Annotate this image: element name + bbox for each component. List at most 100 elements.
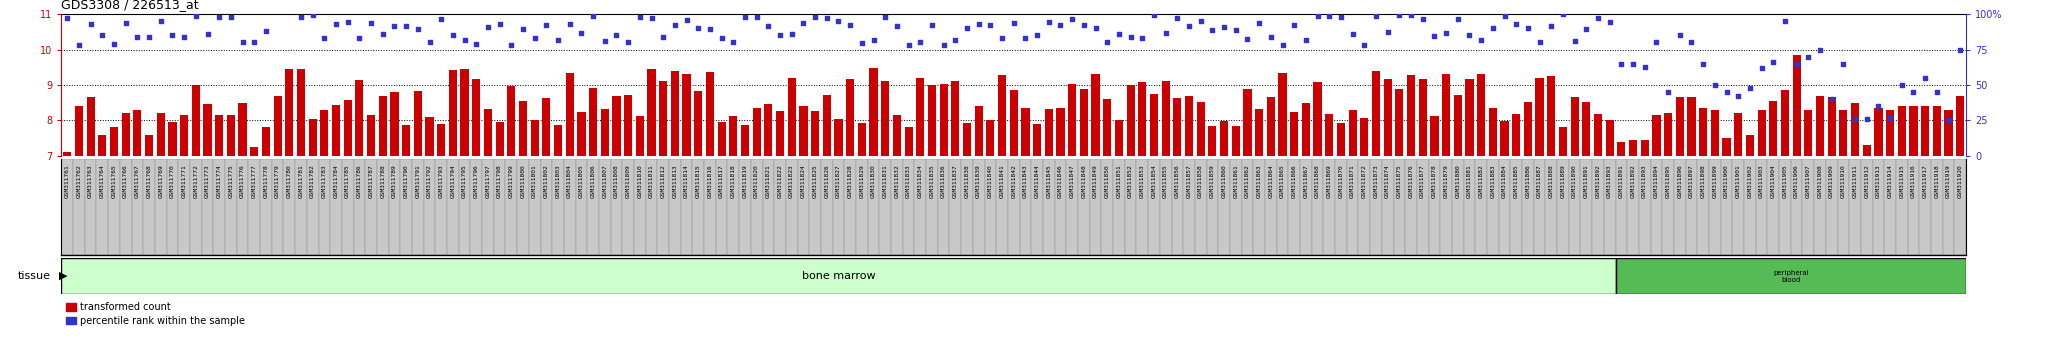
Text: GSM311810: GSM311810 bbox=[637, 164, 643, 198]
Text: GSM311907: GSM311907 bbox=[1806, 164, 1810, 198]
Bar bbox=[483, 109, 492, 156]
Bar bbox=[76, 106, 84, 156]
Bar bbox=[379, 97, 387, 156]
Text: GSM311783: GSM311783 bbox=[322, 164, 328, 198]
Bar bbox=[180, 115, 188, 156]
Bar bbox=[1008, 159, 1020, 255]
Point bbox=[694, 26, 727, 32]
Point bbox=[1395, 12, 1427, 18]
Bar bbox=[391, 92, 399, 156]
Point bbox=[846, 40, 879, 46]
Point bbox=[86, 33, 119, 38]
Point bbox=[739, 15, 772, 20]
Bar bbox=[1372, 72, 1380, 156]
Text: GSM311862: GSM311862 bbox=[1245, 164, 1249, 198]
Point bbox=[379, 23, 412, 28]
Point bbox=[1792, 54, 1825, 59]
Point bbox=[1839, 116, 1872, 122]
Point bbox=[553, 21, 586, 27]
Bar bbox=[283, 159, 295, 255]
Text: GSM311765: GSM311765 bbox=[111, 164, 117, 198]
Point bbox=[1886, 82, 1919, 88]
Bar bbox=[1745, 135, 1753, 156]
Bar bbox=[1464, 159, 1475, 255]
Bar bbox=[1546, 76, 1554, 156]
Bar bbox=[893, 115, 901, 156]
Bar bbox=[1616, 159, 1628, 255]
Bar bbox=[987, 120, 995, 156]
Text: GSM311872: GSM311872 bbox=[1362, 164, 1366, 198]
Point bbox=[565, 30, 598, 36]
Text: GSM311815: GSM311815 bbox=[696, 164, 700, 198]
Bar bbox=[727, 159, 739, 255]
Text: GSM311779: GSM311779 bbox=[274, 164, 281, 198]
Point bbox=[1640, 40, 1673, 45]
Text: ▶: ▶ bbox=[59, 271, 68, 281]
Bar bbox=[471, 159, 481, 255]
Text: GSM311828: GSM311828 bbox=[848, 164, 852, 198]
Point bbox=[985, 35, 1018, 41]
Point bbox=[1688, 61, 1720, 67]
Point bbox=[1442, 16, 1475, 22]
Bar bbox=[473, 79, 481, 156]
Bar bbox=[1780, 159, 1790, 255]
Text: GSM311804: GSM311804 bbox=[567, 164, 571, 198]
Bar bbox=[625, 95, 633, 156]
Bar bbox=[1206, 159, 1219, 255]
Bar bbox=[319, 159, 330, 255]
Point bbox=[1534, 23, 1567, 29]
Point bbox=[530, 22, 563, 28]
Bar bbox=[553, 125, 561, 156]
Bar bbox=[285, 69, 293, 156]
Point bbox=[1102, 31, 1135, 37]
Point bbox=[1372, 29, 1405, 35]
Text: GSM311821: GSM311821 bbox=[766, 164, 770, 198]
Text: GSM311893: GSM311893 bbox=[1608, 164, 1612, 198]
Bar bbox=[1077, 159, 1090, 255]
Bar bbox=[1501, 121, 1509, 156]
Bar bbox=[225, 159, 238, 255]
Text: GSM311895: GSM311895 bbox=[1665, 164, 1671, 198]
Bar bbox=[461, 69, 469, 156]
Point bbox=[297, 12, 330, 17]
Bar bbox=[1606, 120, 1614, 156]
Bar bbox=[178, 159, 190, 255]
Bar bbox=[788, 78, 797, 156]
Bar bbox=[1489, 108, 1497, 156]
Bar bbox=[1395, 89, 1403, 156]
Point bbox=[424, 16, 457, 22]
Text: GSM311853: GSM311853 bbox=[1141, 164, 1145, 198]
Text: GSM311914: GSM311914 bbox=[1888, 164, 1892, 198]
Point bbox=[1745, 65, 1778, 71]
Bar bbox=[446, 159, 459, 255]
Point bbox=[938, 38, 971, 43]
Text: GSM311808: GSM311808 bbox=[614, 164, 618, 198]
Point bbox=[1921, 89, 1954, 95]
Text: GSM311860: GSM311860 bbox=[1221, 164, 1227, 198]
Point bbox=[250, 28, 283, 34]
Text: GSM311873: GSM311873 bbox=[1374, 164, 1378, 198]
Text: GSM311809: GSM311809 bbox=[625, 164, 631, 198]
Bar bbox=[786, 159, 797, 255]
Point bbox=[1231, 36, 1264, 42]
Text: GSM311919: GSM311919 bbox=[1946, 164, 1952, 198]
Point bbox=[285, 14, 317, 20]
Text: GSM311885: GSM311885 bbox=[1513, 164, 1520, 198]
Text: GSM311920: GSM311920 bbox=[1958, 164, 1962, 198]
Text: GSM311896: GSM311896 bbox=[1677, 164, 1681, 198]
Text: GSM311845: GSM311845 bbox=[1047, 164, 1051, 198]
Bar bbox=[1884, 159, 1896, 255]
Text: GSM311785: GSM311785 bbox=[346, 164, 350, 198]
Bar bbox=[1044, 109, 1053, 156]
Text: GSM311776: GSM311776 bbox=[240, 164, 246, 198]
Bar bbox=[354, 80, 362, 156]
Text: GSM311805: GSM311805 bbox=[580, 164, 584, 198]
Text: GSM311866: GSM311866 bbox=[1292, 164, 1296, 198]
Point bbox=[74, 21, 106, 27]
Bar bbox=[1092, 74, 1100, 156]
Bar bbox=[1862, 159, 1872, 255]
Point bbox=[1499, 21, 1532, 27]
Bar bbox=[1954, 159, 1966, 255]
Text: GSM311899: GSM311899 bbox=[1712, 164, 1718, 198]
Bar bbox=[1266, 159, 1276, 255]
